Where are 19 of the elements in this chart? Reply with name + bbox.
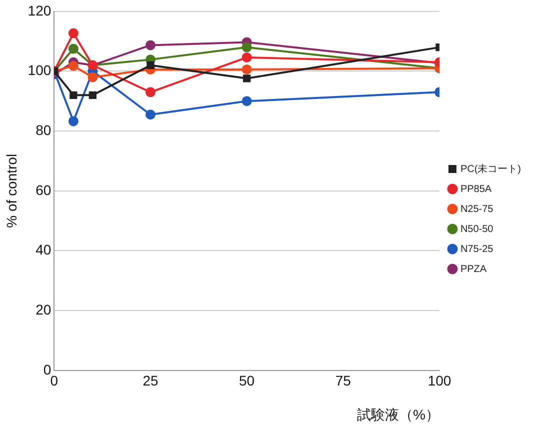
legend-label: PP85A bbox=[460, 184, 492, 195]
legend-label: PPZA bbox=[460, 264, 487, 275]
x-tick-label: 75 bbox=[335, 372, 352, 389]
legend-label: N25-75 bbox=[460, 204, 494, 215]
x-tick-label: 50 bbox=[239, 372, 255, 389]
y-tick-label: 60 bbox=[36, 182, 52, 198]
x-tick-label: 25 bbox=[142, 372, 158, 389]
y-tick-label: 80 bbox=[36, 122, 52, 138]
x-tick-label: 100 bbox=[428, 372, 452, 389]
y-tick-label: 100 bbox=[28, 62, 52, 78]
y-tick-label: 120 bbox=[28, 2, 52, 18]
y-axis-title: % of control bbox=[3, 154, 20, 228]
legend-label: PC(未コート) bbox=[460, 162, 522, 175]
x-axis-title: 試験液（%） bbox=[356, 406, 440, 422]
y-tick-label: 0 bbox=[43, 361, 52, 378]
legend-label: N50-50 bbox=[460, 224, 494, 235]
y-tick-label: 20 bbox=[36, 301, 52, 318]
y-tick-label: 40 bbox=[36, 242, 52, 258]
legend-label: N75-25 bbox=[460, 244, 494, 255]
